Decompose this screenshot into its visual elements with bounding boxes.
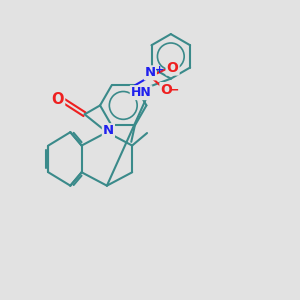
Text: O: O	[52, 92, 64, 107]
Text: N: N	[103, 124, 114, 137]
Text: −: −	[169, 84, 179, 97]
Text: O: O	[167, 61, 178, 74]
Text: O: O	[160, 83, 172, 97]
Text: +: +	[155, 65, 164, 75]
Text: N: N	[145, 66, 156, 80]
Text: HN: HN	[131, 86, 152, 99]
